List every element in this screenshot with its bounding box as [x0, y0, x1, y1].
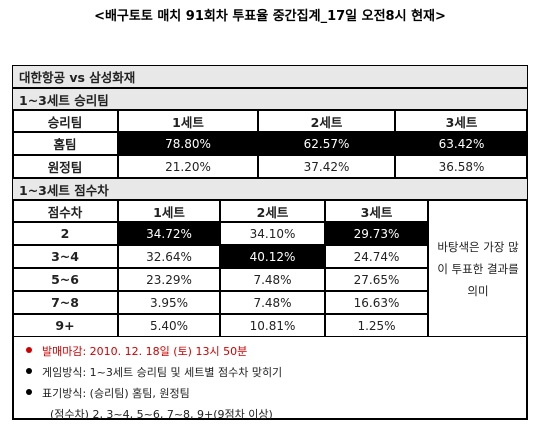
bullet: [26, 368, 32, 374]
value-cell: 34.10%: [220, 222, 325, 245]
header-cell: 1세트: [118, 110, 258, 132]
value-cell: 3.95%: [118, 291, 220, 314]
note-text: 발매마감: 2010. 12. 18일 (토) 13시 50분: [42, 345, 248, 358]
row-label: 홈팀: [12, 132, 118, 155]
note-text: 게임방식: 1~3세트 승리팀 및 세트별 점수차 맞히기: [42, 366, 283, 379]
value-cell: 5.40%: [118, 314, 220, 337]
value-cell: 7.48%: [220, 268, 325, 291]
match-title: 대한항공 vs 삼성화재: [12, 65, 528, 88]
row-label: 2: [12, 222, 118, 245]
row-label: 7~8: [12, 291, 118, 314]
note-text: 표기방식: (승리팀) 홈팀, 원정팀: [42, 387, 190, 400]
row-label: 5~6: [12, 268, 118, 291]
header-cell: 승리팀: [12, 110, 118, 132]
section-title: 1~3세트 승리팀: [12, 88, 528, 110]
value-cell: 16.63%: [325, 291, 428, 314]
header-cell: 1세트: [118, 200, 220, 222]
legend-note: 바탕색은 가장 많이 투표한 결과를 의미: [428, 200, 528, 337]
value-cell: 29.73%: [325, 222, 428, 245]
value-cell: 23.29%: [118, 268, 220, 291]
header-cell: 2세트: [258, 110, 395, 132]
value-cell: 10.81%: [220, 314, 325, 337]
value-cell: 1.25%: [325, 314, 428, 337]
value-cell: 24.74%: [325, 245, 428, 268]
note-text: (점수차) 2, 3~4, 5~6, 7~8, 9+(9점차 이상): [50, 408, 273, 421]
value-cell: 34.72%: [118, 222, 220, 245]
row-label: 원정팀: [12, 155, 118, 178]
value-cell: 27.65%: [325, 268, 428, 291]
page-title: <배구토토 매치 91회차 투표율 중간집계_17일 오전8시 현재>: [94, 9, 446, 24]
value-cell: 37.42%: [258, 155, 395, 178]
value-cell: 32.64%: [118, 245, 220, 268]
row-label: 3~4: [12, 245, 118, 268]
section-title: 1~3세트 점수차: [12, 178, 528, 200]
value-cell: 21.20%: [118, 155, 258, 178]
header-cell: 점수차: [12, 200, 118, 222]
header-cell: 2세트: [220, 200, 325, 222]
value-cell: 40.12%: [220, 245, 325, 268]
bullet: [26, 389, 32, 395]
bullet: [26, 347, 32, 353]
value-cell: 62.57%: [258, 132, 395, 155]
row-label: 9+: [12, 314, 118, 337]
value-cell: 7.48%: [220, 291, 325, 314]
value-cell: 63.42%: [395, 132, 528, 155]
header-cell: 3세트: [325, 200, 428, 222]
value-cell: 78.80%: [118, 132, 258, 155]
value-cell: 36.58%: [395, 155, 528, 178]
header-cell: 3세트: [395, 110, 528, 132]
